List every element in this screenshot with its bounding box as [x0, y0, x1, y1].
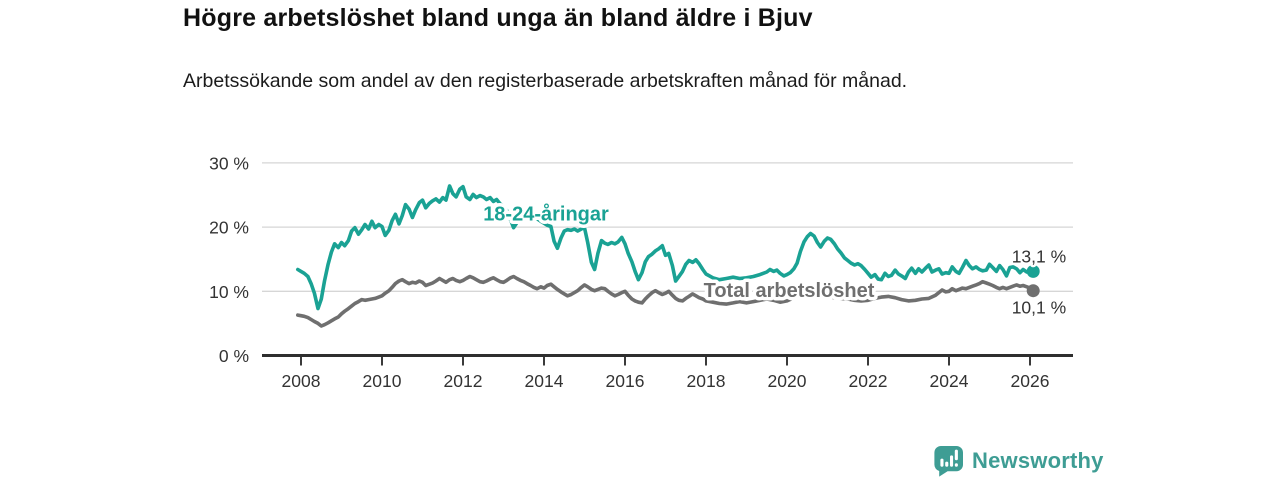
y-tick-label: 10 % [209, 282, 249, 302]
gridlines [262, 162, 1073, 357]
x-tick-label: 2022 [849, 371, 888, 391]
series-label-total: Total arbetslöshet [704, 280, 875, 302]
line-chart: 30 % 20 % 10 % 0 % 2008 2010 2012 2014 2016 2018… [209, 153, 1073, 391]
series-end-dot-0 [1026, 264, 1040, 278]
y-tick-label: 0 % [219, 346, 249, 366]
bar-chart-speech-bubble-icon [934, 446, 963, 477]
series-end-dots [1026, 264, 1040, 298]
end-value-total: 10,1 % [1012, 298, 1066, 318]
x-tick-label: 2026 [1011, 371, 1050, 391]
brand-name: Newsworthy [972, 448, 1104, 473]
x-tick-label: 2010 [363, 371, 402, 391]
newsworthy-logo[interactable]: Newsworthy [933, 445, 1104, 477]
end-value-young: 13,1 % [1012, 246, 1066, 266]
x-tick-label: 2016 [606, 371, 645, 391]
x-axis: 2008 2010 2012 2014 2016 2018 2020 2022 2024 2026 [282, 357, 1050, 391]
x-tick-label: 2014 [525, 371, 564, 391]
y-tick-label: 20 % [209, 218, 249, 238]
series-lines [295, 184, 1035, 328]
y-axis-tick-labels: 30 % 20 % 10 % 0 % [209, 153, 249, 366]
x-tick-label: 2018 [687, 371, 726, 391]
page-title: Högre arbetslöshet bland unga än bland ä… [183, 4, 813, 32]
series-inline-labels: 18-24-åringar Total arbetslöshet [480, 199, 879, 305]
x-tick-label: 2024 [930, 371, 969, 391]
end-value-labels: 13,1 % 10,1 % [1009, 244, 1068, 320]
series-line-1 [295, 274, 1035, 328]
series-end-dot-1 [1026, 284, 1040, 298]
series-label-young: 18-24-åringar [483, 203, 609, 226]
y-tick-label: 30 % [209, 153, 249, 173]
x-tick-label: 2008 [282, 371, 321, 391]
x-tick-label: 2020 [768, 371, 807, 391]
series-line-0 [295, 184, 1035, 311]
chart-subtitle: Arbetssökande som andel av den registerb… [183, 70, 908, 92]
x-tick-label: 2012 [444, 371, 483, 391]
